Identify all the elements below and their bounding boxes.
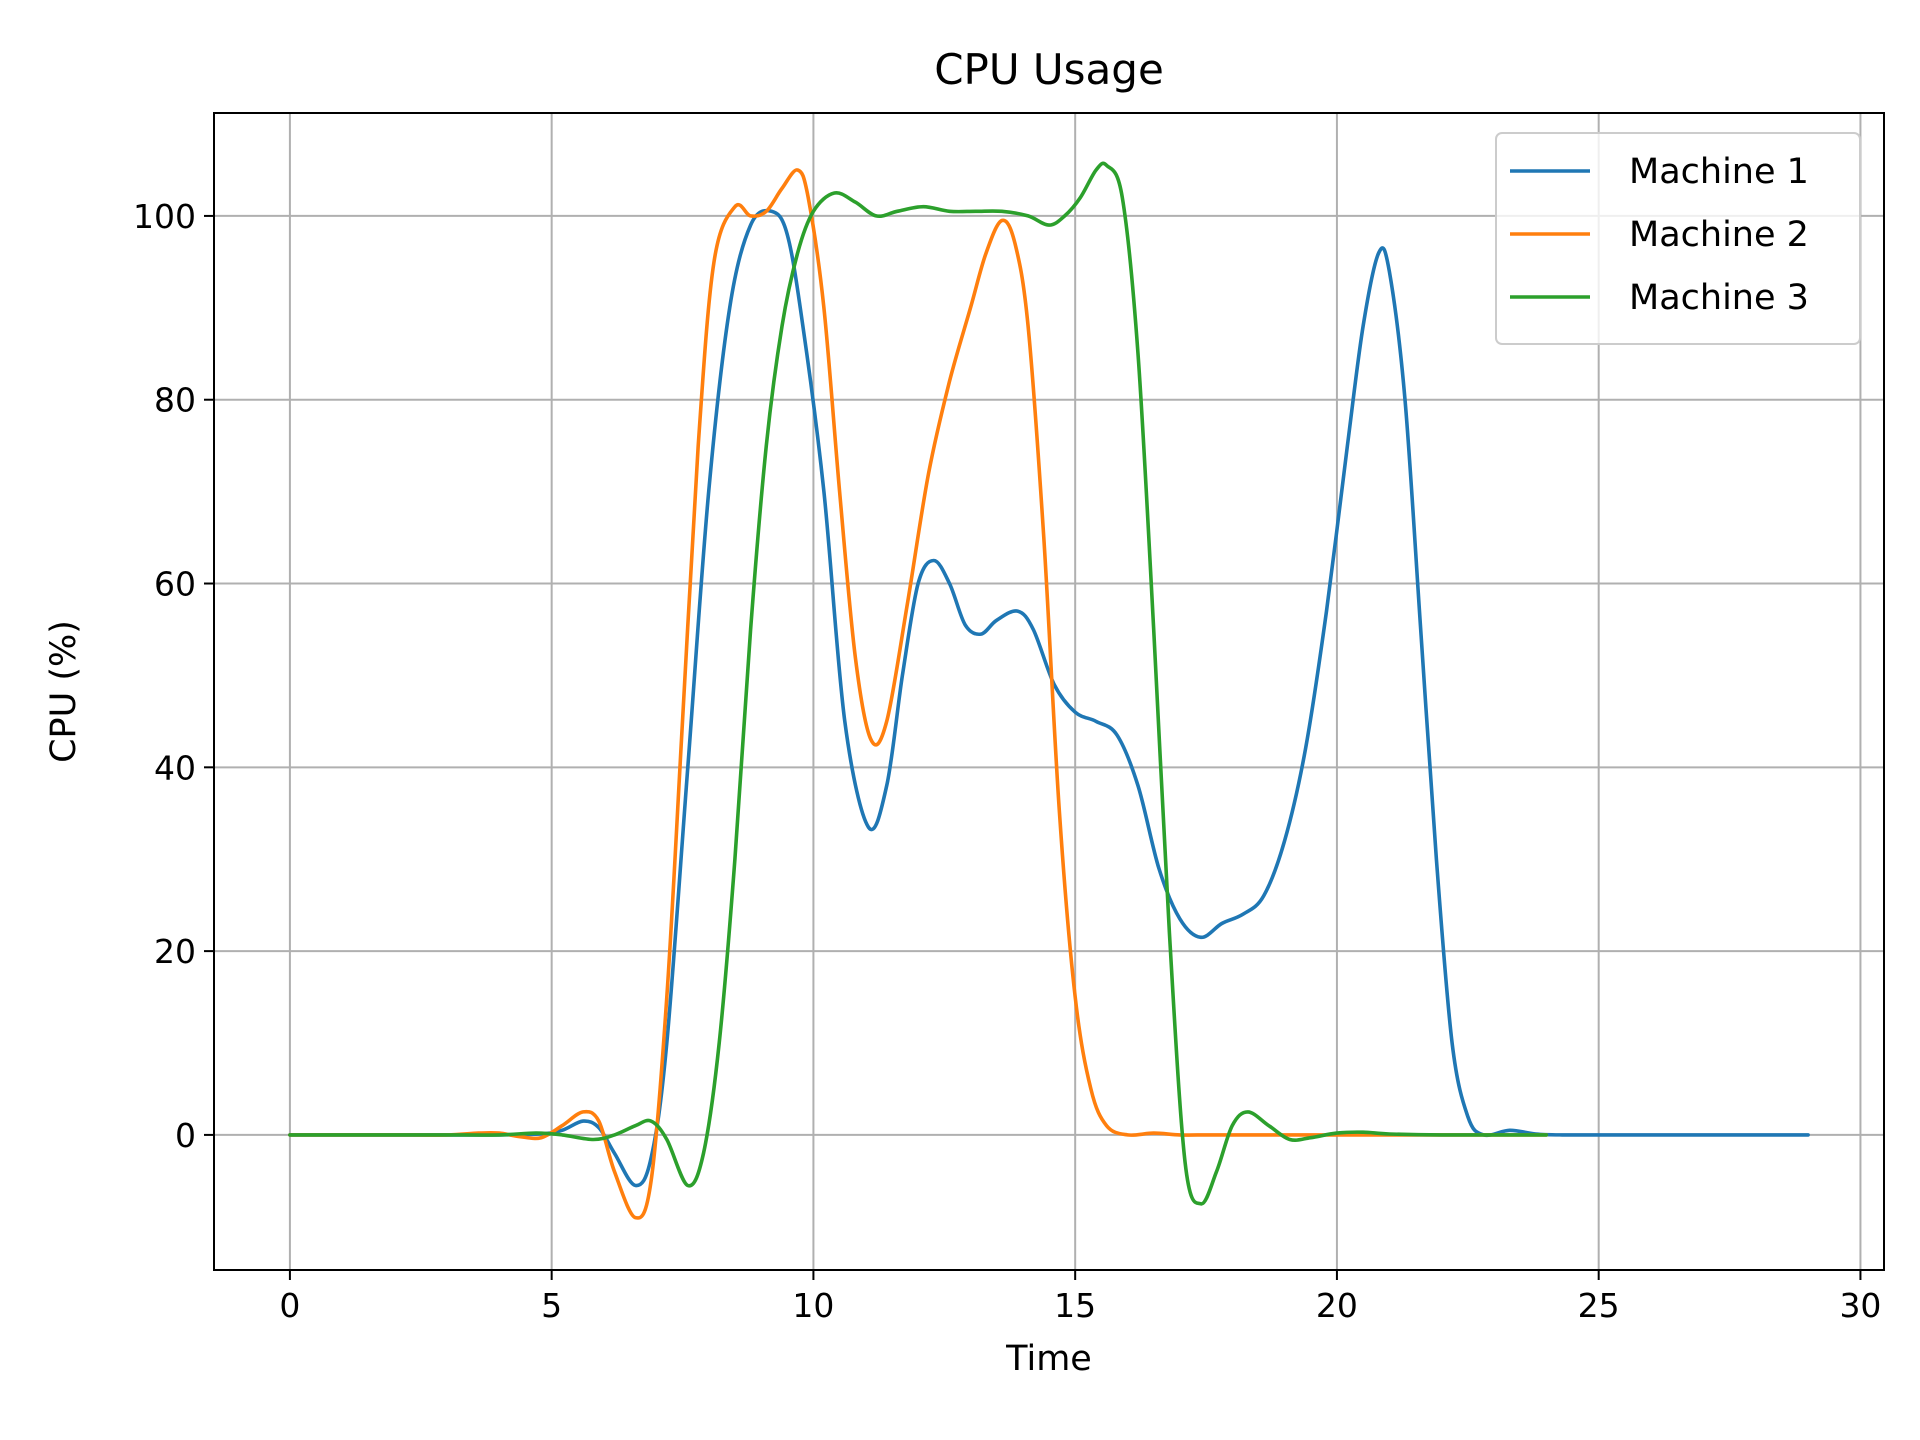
x-tick-label: 10 xyxy=(792,1286,834,1325)
y-tick-label: 80 xyxy=(154,381,196,420)
series-layer xyxy=(288,161,1810,1220)
y-axis-title: CPU (%) xyxy=(44,620,84,763)
chart-title: CPU Usage xyxy=(934,45,1164,94)
ticks: 0 5 10 15 20 25 30 0 20 40 60 80 100 xyxy=(133,197,1881,1325)
x-tick-label: 15 xyxy=(1054,1286,1096,1325)
x-tick-label: 20 xyxy=(1316,1286,1358,1325)
y-tick-label: 0 xyxy=(175,1116,196,1155)
legend-label-machine-1: Machine 1 xyxy=(1629,152,1809,192)
x-tick-label: 30 xyxy=(1839,1286,1881,1325)
x-tick-label: 0 xyxy=(279,1286,300,1325)
legend-label-machine-2: Machine 2 xyxy=(1629,215,1809,255)
y-tick-label: 60 xyxy=(154,565,196,604)
y-tick-label: 40 xyxy=(154,748,196,787)
plot-area-frame xyxy=(213,112,1885,1271)
x-tick-label: 25 xyxy=(1578,1286,1620,1325)
series-line-machine-1 xyxy=(288,208,1810,1188)
legend: Machine 1 Machine 2 Machine 3 xyxy=(1495,132,1861,345)
x-tick-label: 5 xyxy=(541,1286,562,1325)
series-line-machine-3 xyxy=(288,161,1549,1206)
series-line-machine-2 xyxy=(288,168,1549,1220)
x-axis-title: Time xyxy=(1005,1339,1092,1379)
y-tick-label: 20 xyxy=(154,932,196,971)
legend-box xyxy=(1495,132,1861,345)
legend-label-machine-3: Machine 3 xyxy=(1629,278,1809,318)
y-tick-label: 100 xyxy=(133,197,196,236)
legend-items: Machine 1 Machine 2 Machine 3 xyxy=(1510,152,1809,318)
